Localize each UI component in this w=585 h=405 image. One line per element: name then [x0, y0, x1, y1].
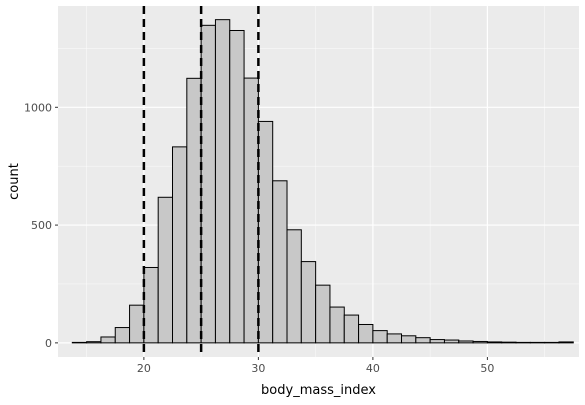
histogram-bar	[143, 266, 159, 344]
bars	[71, 19, 574, 344]
histogram-bar	[501, 341, 517, 344]
x-axis-title: body_mass_index	[261, 383, 376, 398]
histogram-bar	[229, 29, 245, 344]
histogram-bar	[157, 196, 174, 344]
histogram-bar	[472, 340, 488, 344]
x-tick-label: 50	[480, 362, 494, 375]
histogram-bar	[186, 77, 202, 344]
histogram-bar	[243, 77, 259, 344]
histogram-bar	[329, 306, 345, 344]
histogram-bar	[272, 180, 288, 344]
histogram-bar	[486, 341, 503, 344]
histogram-bar	[257, 120, 274, 344]
histogram-bar	[172, 146, 188, 344]
histogram-bar	[558, 341, 574, 344]
y-tick-label: 500	[31, 219, 52, 232]
histogram-bar	[401, 335, 417, 344]
histogram-bar	[343, 314, 360, 344]
y-tick-label: 0	[45, 337, 52, 350]
histogram-bar	[358, 323, 374, 344]
histogram-bar	[372, 330, 388, 344]
histogram-bar	[286, 229, 302, 344]
histogram-bar	[100, 336, 116, 344]
histogram-bar	[429, 339, 445, 344]
y-axis: 0 500 1000	[24, 101, 58, 350]
histogram-bar	[129, 304, 145, 344]
y-axis-title: count	[7, 163, 22, 200]
reference-lines	[142, 6, 260, 357]
y-tick-label: 1000	[24, 101, 52, 114]
histogram-bar	[443, 339, 460, 344]
histogram-bar	[458, 340, 474, 344]
histogram-bar	[300, 261, 317, 344]
histogram-bar	[315, 284, 331, 344]
x-tick-label: 20	[137, 362, 151, 375]
histogram-bar	[86, 341, 102, 344]
x-axis: 20 30 40 50	[137, 357, 494, 375]
histogram-bar	[386, 333, 403, 344]
histogram-bar	[214, 19, 231, 344]
histogram-bar	[415, 337, 431, 344]
histogram-bar	[114, 327, 131, 344]
x-tick-label: 40	[366, 362, 380, 375]
histogram-bar	[200, 24, 216, 344]
x-tick-label: 30	[251, 362, 265, 375]
